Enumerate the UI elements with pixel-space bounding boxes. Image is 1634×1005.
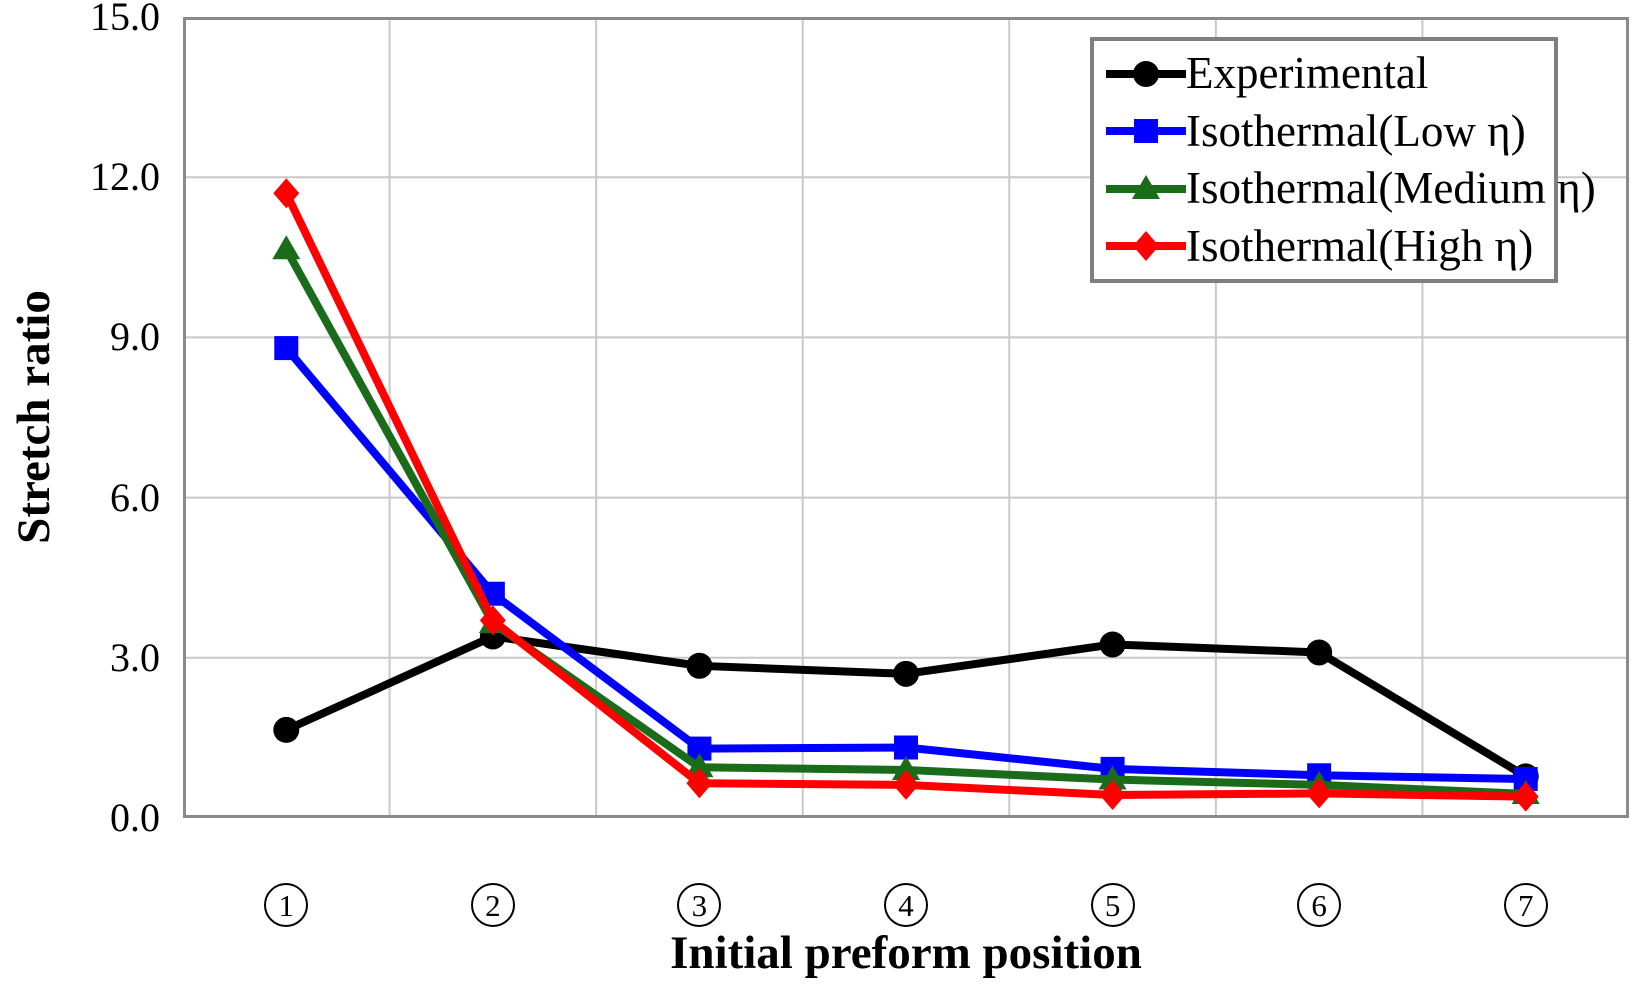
circled-number: 4 (884, 883, 928, 927)
triangle-marker (685, 753, 714, 778)
series-line-2 (282, 245, 1530, 798)
circle-marker (1133, 60, 1159, 87)
y-tick-label: 9.0 (110, 314, 160, 360)
y-axis-title: Stretch ratio (8, 290, 60, 544)
square-marker (1134, 119, 1158, 144)
x-axis-title: Initial preform position (670, 927, 1142, 979)
x-category-label: 5 (1090, 883, 1135, 927)
x-category-label: 3 (677, 883, 722, 927)
circled-number: 3 (677, 883, 722, 927)
triangle-marker (1132, 174, 1160, 199)
x-category-label: 7 (1503, 883, 1548, 927)
triangle-marker (272, 235, 301, 260)
circle-marker (686, 652, 713, 679)
legend: Experimental Isothermal(Low η) Isothermal(… (1090, 37, 1596, 283)
circled-number: 2 (470, 883, 515, 927)
x-category-label: 4 (884, 883, 928, 927)
legend-label: Isothermal(Low η) (1186, 105, 1526, 156)
diamond-marker (686, 768, 713, 799)
y-tick-label: 0.0 (110, 795, 160, 840)
circled-number: 5 (1090, 883, 1135, 927)
series-line-1 (282, 344, 1530, 784)
triangle-marker (1098, 765, 1127, 790)
circle-marker (1306, 639, 1333, 666)
y-tick-label: 12.0 (90, 154, 160, 200)
square-marker (274, 336, 299, 361)
x-category-label: 6 (1297, 883, 1342, 927)
diamond-marker (1306, 778, 1333, 809)
legend-label: Isothermal(High η) (1186, 220, 1534, 271)
legend-marker-sample (1106, 174, 1186, 199)
x-category-label: 2 (470, 883, 515, 927)
legend-item: Isothermal(Low η) (1106, 106, 1550, 156)
triangle-marker (892, 755, 920, 780)
legend-marker-sample (1106, 119, 1186, 144)
circle-marker (893, 660, 919, 687)
legend-label: Experimental (1186, 48, 1429, 99)
y-tick-label: 15.0 (90, 0, 160, 39)
circle-marker (1099, 631, 1126, 658)
x-category-label: 1 (264, 883, 309, 927)
diamond-marker (1133, 231, 1159, 262)
series-line-3 (282, 189, 1530, 801)
legend-item: Experimental (1106, 49, 1550, 99)
plot-area (183, 17, 1629, 818)
circled-number: 6 (1297, 883, 1342, 927)
circled-number: 1 (264, 883, 309, 927)
diamond-marker (1099, 780, 1126, 811)
y-tick-label: 3.0 (110, 634, 160, 680)
square-marker (894, 735, 918, 760)
legend-label: Isothermal(Medium η) (1186, 163, 1596, 214)
diamond-marker (479, 605, 506, 636)
y-tick-label: 6.0 (110, 474, 160, 520)
diamond-marker (1512, 781, 1539, 812)
legend-item: Isothermal(Medium η) (1106, 164, 1596, 214)
legend-marker-sample (1106, 231, 1186, 262)
circled-number: 7 (1503, 883, 1548, 927)
legend-item: Isothermal(High η) (1106, 221, 1550, 271)
diamond-marker (273, 178, 300, 209)
diamond-marker (893, 769, 919, 800)
circle-marker (273, 716, 300, 743)
plot-border (183, 17, 1629, 818)
legend-marker-sample (1106, 60, 1186, 87)
